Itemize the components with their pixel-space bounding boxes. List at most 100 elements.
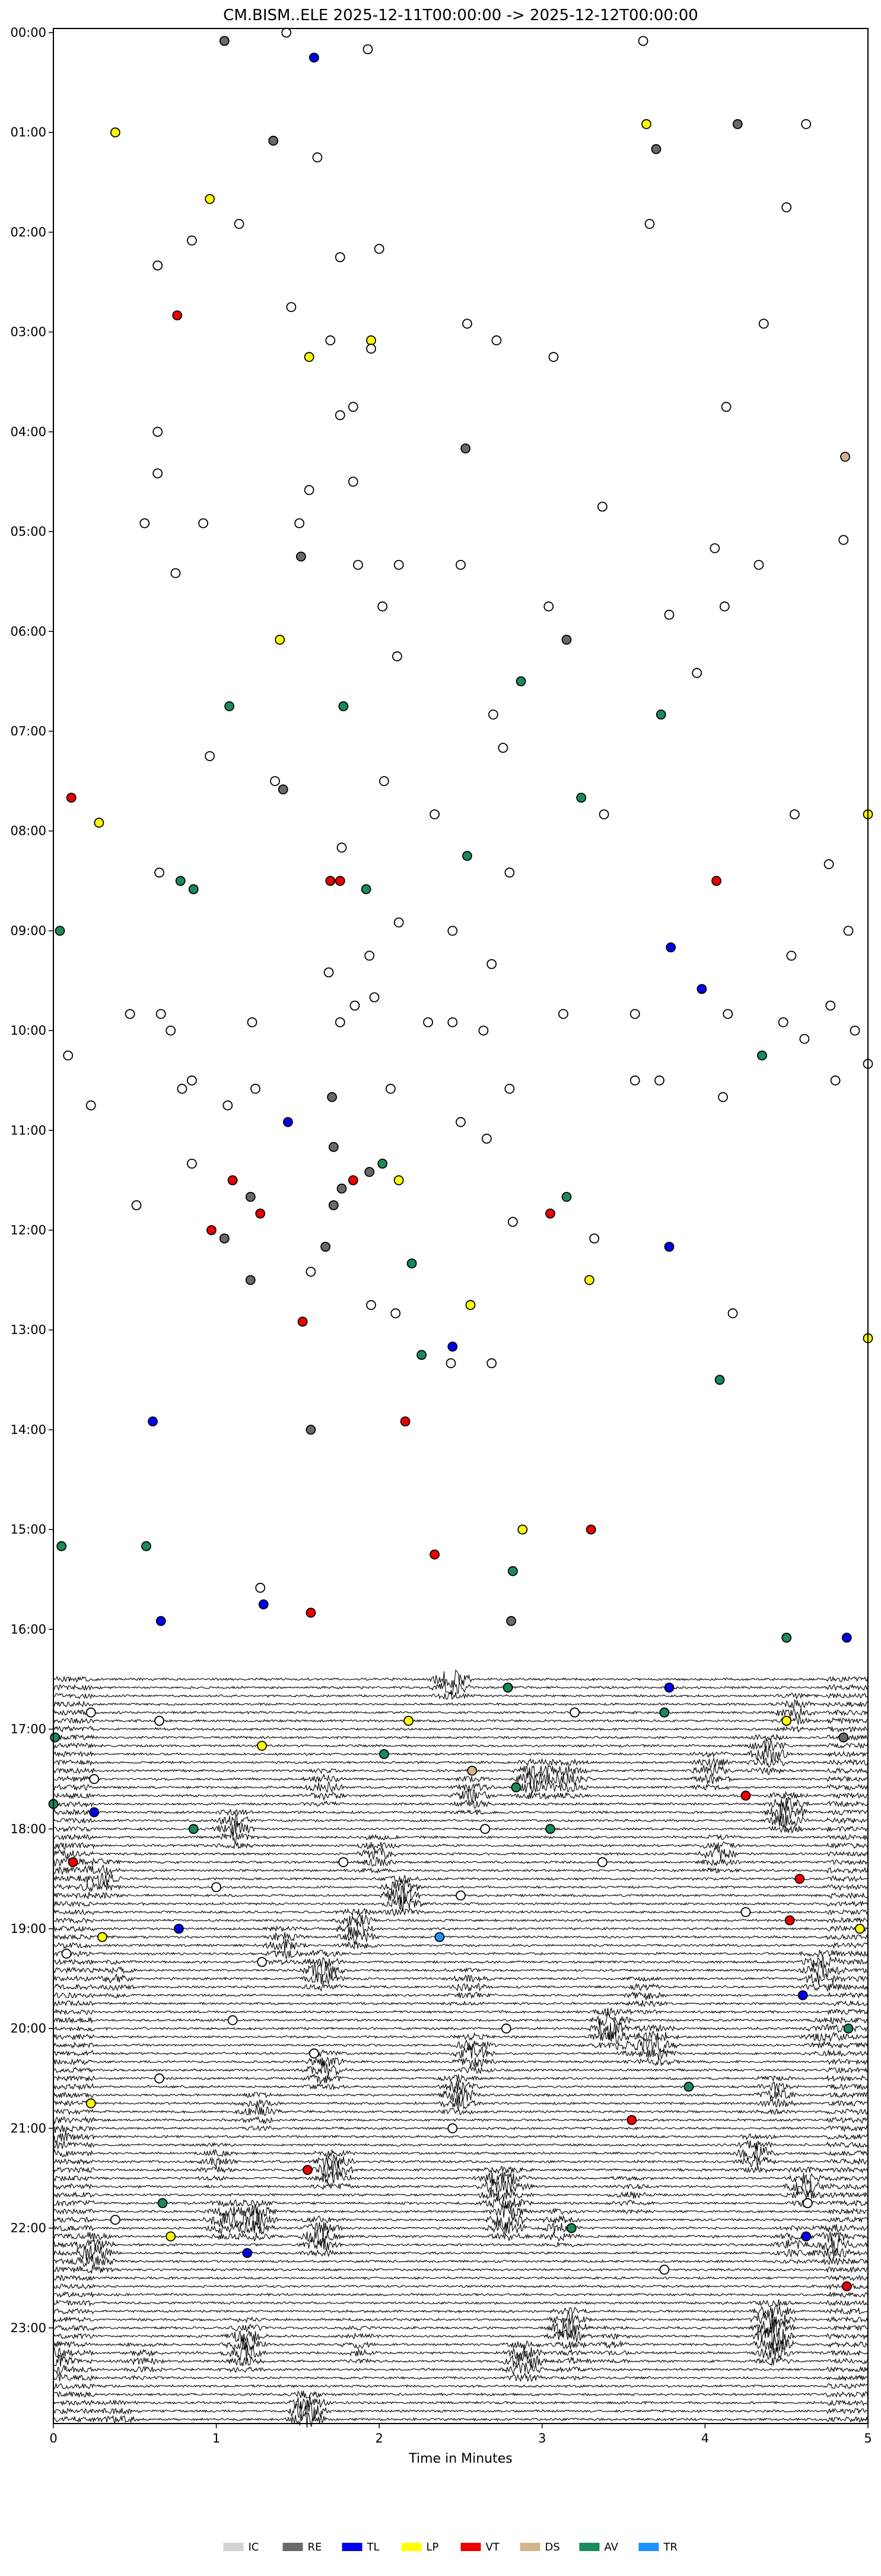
event-marker-lp (465, 1300, 476, 1311)
event-marker-av (566, 2223, 577, 2234)
event-marker-lp (584, 1275, 594, 1286)
trace-line (53, 1699, 868, 1709)
event-marker-ic (786, 950, 797, 961)
y-tick-label: 20:00 (10, 2021, 46, 2036)
event-marker-lp (517, 1524, 528, 1535)
trace-line (53, 1796, 868, 1812)
event-marker-re (328, 1141, 339, 1152)
event-marker-ic (393, 559, 404, 570)
event-marker-ic (629, 1009, 640, 1019)
trace-line (53, 2305, 868, 2319)
event-marker-ic (392, 651, 402, 662)
trace-line (53, 1707, 869, 1719)
event-marker-av (576, 793, 587, 803)
trace-line (53, 1739, 869, 1753)
y-tick-label: 17:00 (10, 1722, 46, 1737)
event-marker-ic (154, 2073, 164, 2084)
y-tick-label: 13:00 (10, 1323, 46, 1337)
trace-line (53, 1929, 869, 1945)
event-marker-av (561, 1192, 572, 1202)
event-marker-ic (309, 2048, 319, 2059)
event-marker-ic (638, 36, 648, 46)
event-marker-vt (303, 2165, 313, 2175)
event-marker-lp (94, 818, 104, 828)
event-marker-tl (447, 1341, 458, 1352)
x-tick-label: 3 (538, 2431, 546, 2445)
event-marker-tl (258, 1599, 269, 1610)
trace-line (53, 1669, 869, 1689)
event-marker-ic (177, 1083, 187, 1094)
trace-line (53, 2007, 869, 2017)
trace-line (53, 2362, 868, 2375)
y-tick-label: 09:00 (10, 924, 46, 938)
event-marker-ic (85, 1707, 96, 1718)
trace-line (53, 1764, 868, 1778)
event-marker-vt (400, 1416, 411, 1427)
y-tick-label: 18:00 (10, 1822, 46, 1836)
event-marker-ic (234, 218, 244, 229)
event-marker-vt (626, 2114, 637, 2125)
event-marker-re (306, 1424, 316, 1435)
trace-line (53, 2171, 868, 2186)
event-marker-lp (85, 2098, 96, 2108)
trace-line (53, 1872, 868, 1887)
event-marker-ic (456, 1890, 466, 1901)
event-marker-ic (335, 410, 345, 421)
trace-line (53, 1856, 868, 1868)
event-marker-av (714, 1375, 725, 1385)
event-marker-av (511, 1782, 521, 1793)
event-marker-ic (353, 559, 363, 570)
event-marker-ic (740, 1907, 751, 1917)
y-tick-label: 23:00 (10, 2321, 46, 2335)
event-marker-re (219, 36, 230, 46)
event-marker-tr (434, 1932, 445, 1942)
event-marker-av (508, 1566, 518, 1576)
event-marker-lp (641, 119, 651, 129)
event-marker-ic (281, 27, 292, 38)
trace-line (53, 2088, 868, 2106)
legend-label-re: RE (308, 2541, 322, 2553)
event-marker-ic (349, 1000, 360, 1011)
event-marker-vt (227, 1175, 238, 1185)
trace-line (53, 2034, 869, 2053)
event-marker-ic (838, 535, 849, 545)
event-marker-vt (255, 1209, 266, 1219)
trace-line (53, 2283, 869, 2291)
trace-line (53, 1801, 868, 1823)
event-marker-re (278, 784, 288, 794)
event-marker-re (460, 443, 471, 454)
event-marker-vt (206, 1225, 217, 1235)
event-marker-ic (198, 518, 209, 529)
event-marker-av (141, 1541, 151, 1551)
y-tick-label: 07:00 (10, 724, 46, 738)
event-marker-ic (644, 218, 655, 229)
event-marker-av (416, 1350, 427, 1360)
trace-line (53, 1841, 869, 1850)
event-marker-ic (125, 1009, 135, 1019)
event-marker-lp (205, 193, 215, 204)
y-tick-label: 21:00 (10, 2121, 46, 2135)
legend-swatch-ic (223, 2543, 244, 2551)
event-marker-av (361, 884, 371, 895)
event-marker-ic (778, 1017, 788, 1028)
trace-line (53, 2345, 868, 2361)
event-marker-tl (696, 984, 707, 994)
legend-label-ds: DS (545, 2541, 560, 2553)
event-marker-re (732, 119, 743, 129)
event-marker-ic (379, 776, 389, 786)
event-marker-ic (61, 1948, 72, 1959)
event-marker-ic (222, 1100, 233, 1111)
event-marker-vt (297, 1316, 308, 1327)
trace-line (53, 1983, 869, 1992)
event-marker-ic (446, 1358, 456, 1369)
event-marker-lp (257, 1741, 267, 1751)
event-marker-ds (840, 451, 850, 462)
event-marker-ic (393, 917, 404, 928)
event-marker-ic (488, 710, 498, 720)
event-marker-ic (348, 402, 358, 412)
event-marker-ic (386, 1083, 396, 1094)
event-marker-ic (447, 1017, 458, 1028)
trace-line (53, 2187, 868, 2202)
event-marker-av (175, 876, 186, 886)
